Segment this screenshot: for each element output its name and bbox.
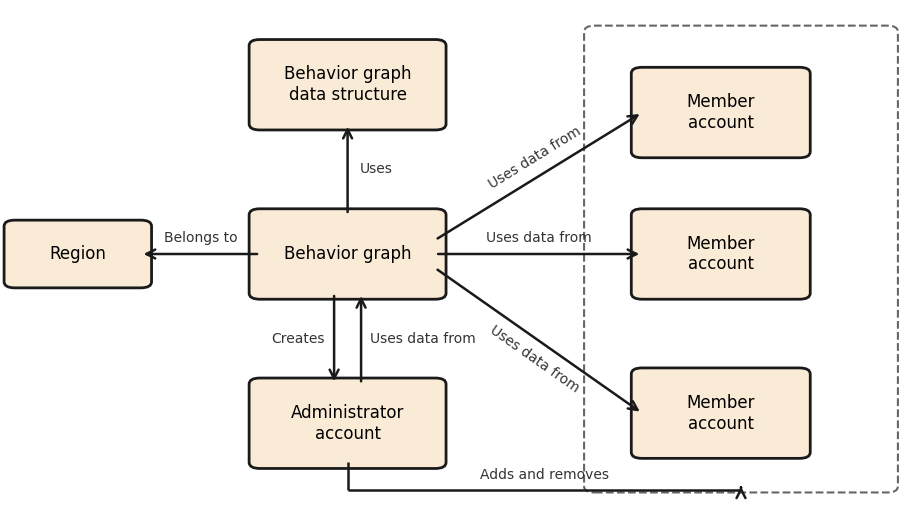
FancyBboxPatch shape [631,368,810,458]
FancyBboxPatch shape [249,40,446,130]
FancyBboxPatch shape [249,378,446,468]
Text: Belongs to: Belongs to [163,231,237,245]
Text: Uses: Uses [359,163,392,176]
FancyBboxPatch shape [631,68,810,158]
FancyBboxPatch shape [249,209,446,299]
Text: Member
account: Member account [686,235,755,273]
Text: Member
account: Member account [686,93,755,132]
Text: Behavior graph
data structure: Behavior graph data structure [284,66,411,104]
Text: Uses data from: Uses data from [370,332,476,345]
Text: Uses data from: Uses data from [486,231,592,245]
Text: Behavior graph: Behavior graph [284,245,411,263]
Text: Uses data from: Uses data from [486,124,584,192]
Text: Adds and removes: Adds and removes [480,468,609,483]
Text: Member
account: Member account [686,394,755,432]
Text: Creates: Creates [272,332,325,345]
FancyBboxPatch shape [5,220,152,288]
Text: Administrator
account: Administrator account [291,404,404,442]
Text: Uses data from: Uses data from [487,323,582,395]
FancyBboxPatch shape [631,209,810,299]
Text: Region: Region [50,245,106,263]
